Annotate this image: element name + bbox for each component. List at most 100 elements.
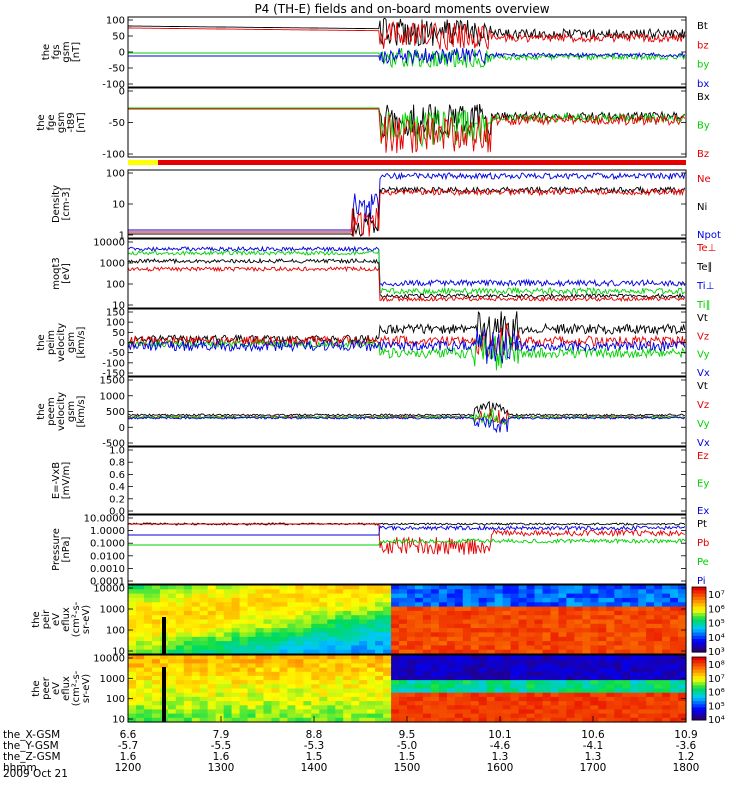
spectrogram-cell: [287, 675, 296, 681]
spectrogram-cell: [223, 717, 233, 723]
spectrogram-cell: [128, 615, 137, 621]
y-tick-label: 10: [112, 715, 125, 726]
spectrogram-cell: [383, 680, 392, 685]
trace-Bz: [128, 108, 686, 154]
spectrogram-cell: [486, 701, 496, 706]
spectrogram-cell: [255, 713, 265, 719]
spectrogram-cell: [407, 688, 416, 694]
spectrogram-cell: [311, 705, 320, 711]
spectrogram-cell: [215, 589, 225, 595]
spectrogram-cell: [502, 623, 512, 629]
spectrogram-cell: [351, 602, 360, 608]
spectrogram-cell: [415, 641, 424, 646]
spectrogram-cell: [399, 619, 408, 625]
spectrogram-cell: [383, 606, 392, 612]
spectrogram-cell: [391, 649, 400, 655]
spectrogram-cell: [438, 688, 448, 694]
x-tick-label: 1800: [673, 762, 700, 774]
spectrogram-cell: [502, 684, 512, 690]
spectrogram-cell: [343, 684, 352, 690]
spectrogram-cell: [422, 696, 432, 702]
spectrogram-cell: [207, 667, 217, 673]
spectrogram-cell: [279, 680, 289, 685]
colorbar-label: 10⁴: [708, 633, 725, 644]
spectrogram-cell: [231, 717, 241, 723]
spectrogram-cell: [422, 628, 432, 633]
spectrogram-cell: [494, 701, 504, 706]
spectrogram-cell: [327, 688, 336, 694]
spectrogram-cell: [167, 649, 177, 655]
spectrogram-cell: [462, 619, 472, 625]
spectrogram-cell: [215, 701, 225, 706]
spectrogram-cell: [438, 659, 448, 664]
spectrogram-cell: [446, 632, 456, 638]
spectrogram-cell: [295, 632, 304, 638]
spectrogram-cell: [191, 680, 201, 685]
y-tick-label: 10000: [93, 654, 125, 665]
spectrogram-cell: [415, 675, 424, 681]
spectrogram-cell: [359, 688, 368, 694]
spectrogram-cell: [510, 602, 520, 608]
spectrogram-cell: [287, 628, 296, 633]
spectrogram-cell: [430, 688, 440, 694]
spectrogram-cell: [399, 667, 408, 673]
spectrogram-cell: [311, 641, 320, 646]
spectrogram-cell: [550, 659, 560, 664]
spectrogram-cell: [303, 589, 312, 595]
spectrogram-cell: [598, 684, 607, 690]
trace-Vy: [127, 335, 686, 371]
spectrogram-cell: [422, 684, 432, 690]
spectrogram-cell: [343, 680, 352, 685]
spectrogram-cell: [239, 610, 249, 616]
spectrogram-cell: [494, 705, 504, 711]
spectrogram-cell: [486, 632, 496, 638]
spectrogram-cell: [478, 709, 488, 715]
spectrogram-cell: [438, 701, 448, 706]
spectrogram-cell: [407, 606, 416, 612]
spectrogram-cell: [670, 585, 679, 590]
spectrogram-cell: [407, 696, 416, 702]
spectrogram-cell: [136, 619, 145, 625]
spectrogram-cell: [470, 709, 480, 715]
spectrogram-cell: [183, 688, 193, 694]
spectrogram-cell: [287, 709, 296, 715]
spectrogram-cell: [239, 680, 249, 685]
spectrogram-cell: [486, 589, 496, 595]
spectrogram-cell: [399, 602, 408, 608]
spectrogram-cell: [622, 655, 631, 660]
spectrogram-cell: [175, 589, 185, 595]
spectrogram-cell: [239, 615, 249, 621]
spectrogram-cell: [151, 632, 161, 638]
spectrogram-cell: [151, 655, 161, 660]
spectrogram-cell: [191, 663, 201, 669]
legend-entry: Vt: [697, 381, 708, 392]
spectrogram-cell: [303, 709, 312, 715]
spectrogram-cell: [167, 684, 177, 690]
spectrogram-cell: [526, 705, 536, 711]
spectrogram-cell: [438, 585, 448, 590]
spectrogram-cell: [646, 632, 655, 638]
spectrogram-cell: [446, 663, 456, 669]
spectrogram-cell: [271, 713, 281, 719]
spectrogram-cell: [199, 636, 209, 642]
spectrogram-cell: [367, 675, 376, 681]
spectrogram-cell: [271, 675, 281, 681]
spectrogram-cell: [598, 585, 607, 590]
spectrogram-cell: [215, 667, 225, 673]
spectrogram-cell: [295, 619, 304, 625]
spectrogram-cell: [223, 705, 233, 711]
spectrogram-cell: [542, 641, 552, 646]
spectrogram-cell: [151, 684, 161, 690]
spectrogram-cell: [136, 655, 145, 660]
spectrogram-cell: [526, 585, 536, 590]
spectrogram-cell: [446, 655, 456, 660]
spectrogram-cell: [590, 597, 599, 603]
spectrogram-cell: [199, 705, 209, 711]
spectrogram-cell: [622, 671, 631, 677]
spectrogram-cell: [542, 667, 552, 673]
x-tick-label: 1500: [394, 762, 421, 774]
spectrogram-cell: [622, 606, 631, 612]
spectrogram-cell: [494, 585, 504, 590]
